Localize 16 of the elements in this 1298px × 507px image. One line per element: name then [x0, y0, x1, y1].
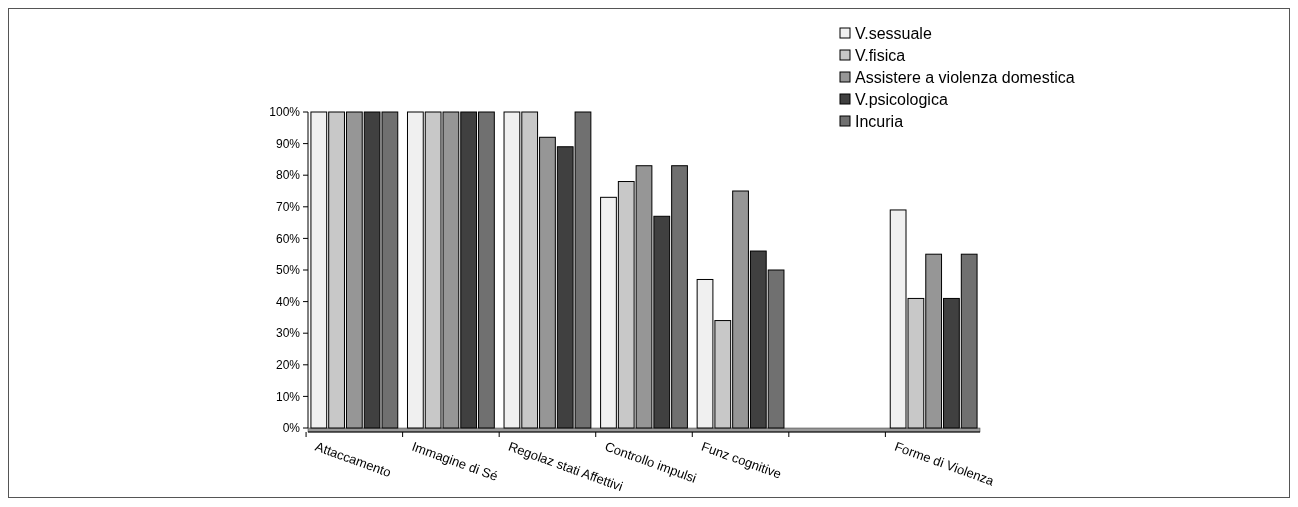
- y-tick-label: 60%: [275, 231, 301, 246]
- y-tick-label: 10%: [275, 389, 301, 404]
- y-tick-label: 50%: [275, 263, 301, 278]
- y-tick-label: 40%: [275, 294, 301, 309]
- y-tick-label: 20%: [275, 358, 301, 372]
- legend-label: Incuria: [855, 112, 904, 130]
- y-tick-label: 70%: [275, 200, 301, 214]
- legend-label: Assistere a violenza domestica: [855, 68, 1075, 86]
- legend-label: V.fisica: [855, 46, 906, 64]
- y-tick-label: 30%: [275, 326, 301, 341]
- legend-label: V.sessuale: [855, 24, 932, 42]
- y-tick-label: 80%: [275, 168, 301, 183]
- legend-label: V.psicologica: [855, 90, 948, 108]
- y-tick-label: 0%: [282, 421, 301, 436]
- y-tick-label: 90%: [275, 136, 301, 151]
- y-tick-label: 100%: [269, 105, 301, 120]
